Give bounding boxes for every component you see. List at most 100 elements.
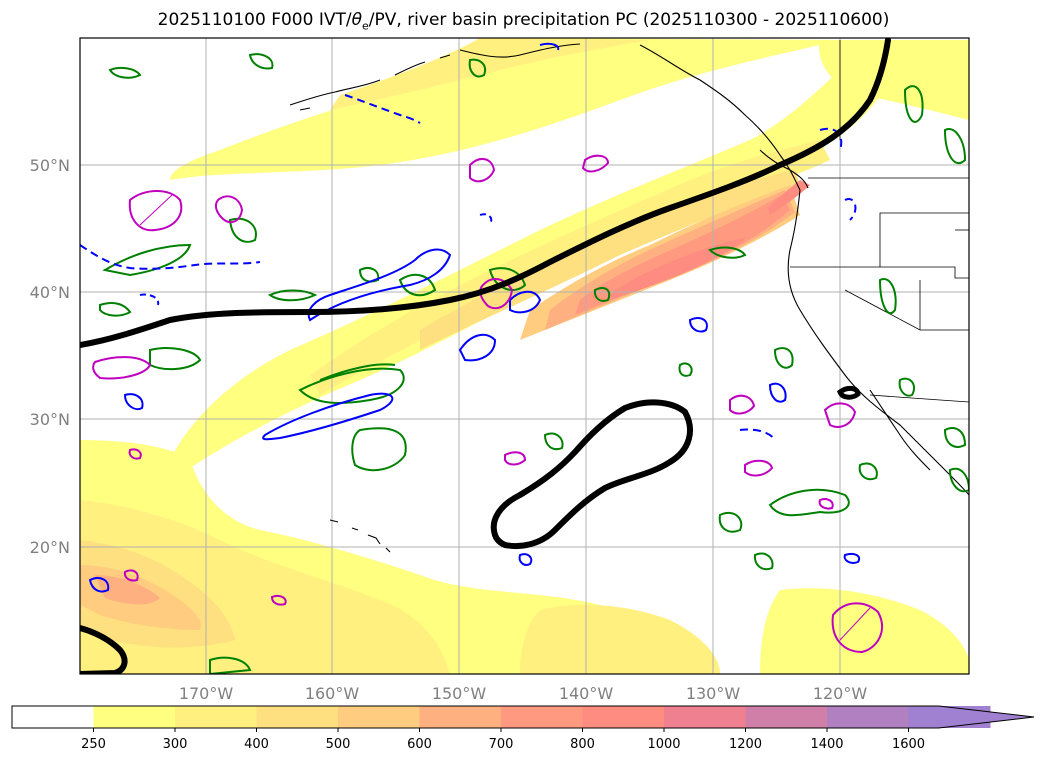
blue-contour-16 [139, 293, 160, 306]
magenta-contour-11 [831, 602, 883, 654]
green-contour-10 [358, 267, 380, 283]
lon-label-140w: 140°W [559, 684, 614, 703]
magenta-contour-3 [92, 356, 152, 380]
lat-label-30: 30°N [30, 410, 70, 429]
hawaii-islands [329, 519, 391, 553]
colorbar-segment [745, 706, 828, 728]
green-contour-13 [593, 287, 611, 302]
blue-contour-4 [509, 290, 542, 314]
colorbar-segment [175, 706, 257, 728]
green-contour-12 [543, 432, 564, 451]
colorbar-segment [664, 706, 746, 728]
green-contour-17 [773, 347, 794, 369]
magenta-contour-1-hatch [139, 194, 173, 226]
blue-contour-14 [518, 553, 533, 566]
political-borders [790, 40, 969, 403]
magenta-contour-7 [729, 394, 756, 415]
colorbar-extend-arrow [908, 706, 1034, 728]
black-contour-southwest [80, 625, 128, 674]
lon-labels: 170°W 160°W 150°W 140°W 130°W 120°W [179, 684, 868, 703]
colorbar-tick-label: 600 [407, 737, 432, 752]
magenta-contour-12 [270, 594, 287, 606]
green-contour-16 [768, 488, 850, 517]
black-contour-main [80, 38, 891, 348]
state-border-3 [844, 289, 969, 331]
ivt-shading [80, 38, 969, 674]
graticule [80, 38, 969, 674]
ivt-band-level3 [420, 170, 800, 350]
blue-contour-11 [688, 317, 708, 333]
colorbar-segment [582, 706, 665, 728]
colorbar-tick-label: 1000 [647, 737, 680, 752]
green-contour-15 [718, 511, 743, 533]
colorbar-tick-label: 500 [326, 737, 351, 752]
colorbar-tick-label: 1200 [729, 737, 762, 752]
title-theta-subscript: e [362, 19, 369, 33]
green-contour-18 [878, 278, 897, 315]
colorbar-tick-label: 700 [489, 737, 514, 752]
magenta-contour-9 [744, 459, 774, 477]
magenta-contour-2 [214, 195, 244, 224]
ivt-south-patch [520, 604, 720, 674]
canada-coast [759, 149, 809, 189]
green-contour-4 [149, 347, 202, 371]
blue-contour-15 [88, 577, 110, 593]
green-contour-24 [753, 552, 774, 571]
alaska-coast [639, 44, 801, 191]
magenta-contour-10 [504, 451, 527, 466]
blue-contour-12 [843, 552, 861, 564]
colorbar-segment [419, 706, 502, 728]
state-border-1 [790, 212, 969, 268]
magenta-contour-14 [128, 448, 142, 460]
blue-contours [80, 42, 861, 593]
lat-label-20: 20°N [30, 538, 70, 557]
colorbar-tick-label: 800 [570, 737, 595, 752]
blue-contour-1 [262, 392, 394, 441]
green-contour-2 [298, 367, 405, 404]
green-contours [99, 53, 969, 674]
aleutian-islands [289, 54, 451, 111]
blue-contour-10 [739, 428, 776, 441]
colorbar-tick-label: 1600 [892, 737, 925, 752]
lon-label-150w: 150°W [432, 684, 487, 703]
blue-contour-8 [123, 393, 144, 411]
colorbar-tick-label: 250 [81, 737, 106, 752]
green-contour-6 [99, 302, 132, 317]
state-border-2 [880, 266, 969, 279]
green-contour-3 [319, 363, 396, 381]
green-contour-29 [898, 377, 916, 397]
ivt-north-patch [330, 38, 650, 110]
colorbar: 250 300 400 500 600 700 800 1000 1200 1400 1600 [11, 705, 1035, 752]
green-contour-9 [398, 273, 437, 297]
colorbar-segment [256, 706, 339, 728]
colorbar-tick-label: 1400 [810, 737, 843, 752]
title-prefix: 2025110100 F000 IVT/ [157, 10, 352, 30]
magenta-contour-8 [823, 402, 857, 428]
colorbar-outline [11, 705, 1035, 729]
black-contours [80, 38, 891, 674]
lon-label-130w: 130°W [686, 684, 741, 703]
blue-contour-3 [458, 333, 497, 362]
green-contour-20 [943, 128, 967, 165]
map-title: 2025110100 F000 IVT/θe/PV, river basin p… [0, 10, 1047, 32]
magenta-contour-15 [818, 498, 834, 510]
green-contour-21 [943, 427, 967, 448]
colorbar-tick-label: 300 [163, 737, 188, 752]
magenta-contour-4 [469, 158, 496, 183]
green-contour-22 [858, 462, 878, 481]
green-contour-1 [351, 427, 407, 472]
magenta-contours [92, 154, 883, 654]
blue-contour-6 [80, 244, 261, 270]
alaska-peninsula [459, 43, 581, 58]
green-contour-25 [108, 66, 142, 79]
title-theta: θ [351, 10, 362, 30]
blue-contour-9 [768, 382, 787, 403]
green-contour-30 [708, 246, 747, 259]
colorbar-segment [338, 706, 420, 728]
lat-label-50: 50°N [30, 156, 70, 175]
mexico-border [869, 394, 969, 403]
map-frame [79, 37, 970, 675]
blue-contour-2 [307, 248, 452, 322]
green-contour-28 [948, 467, 969, 493]
